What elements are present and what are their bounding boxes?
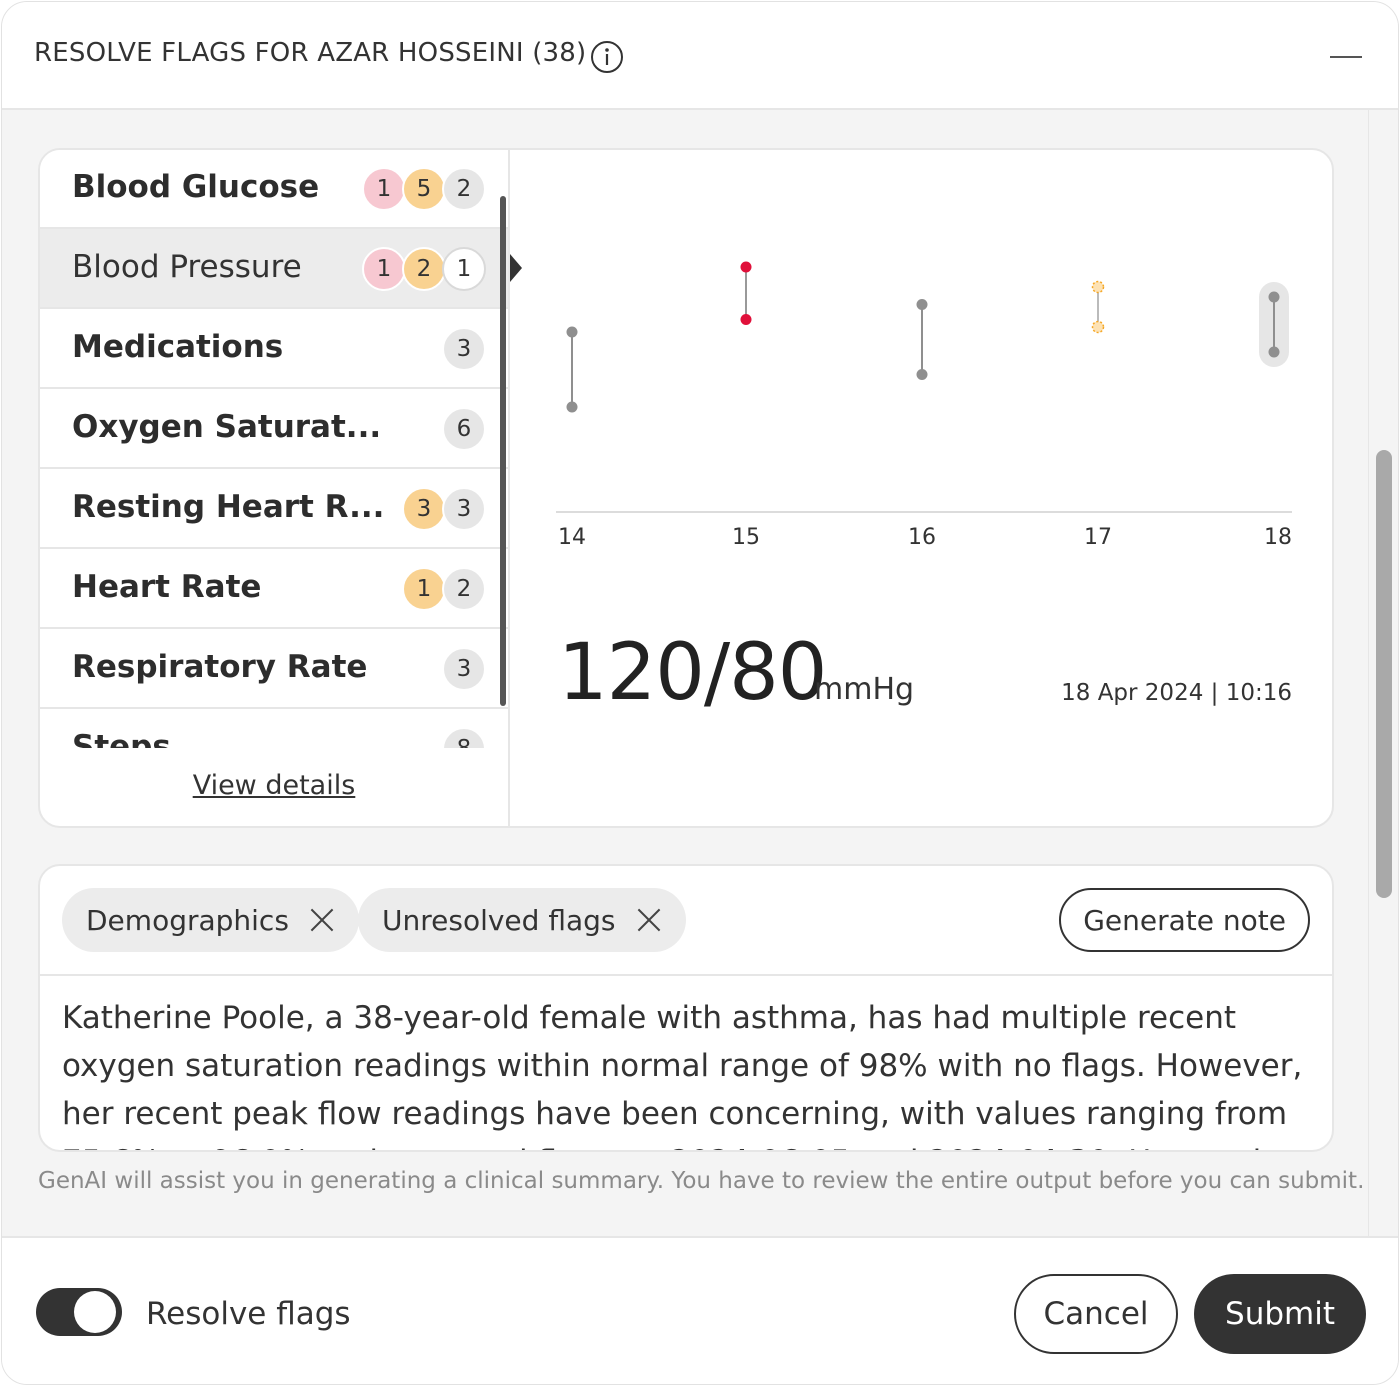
flag-count-badge: 3: [442, 647, 486, 691]
range-high-point: [1268, 291, 1280, 303]
note-card: Demographics Unresolved flags Generate n…: [38, 864, 1334, 1152]
selection-pointer: [510, 254, 522, 282]
flag-list-item[interactable]: Resting Heart R... 3 3: [40, 469, 508, 549]
flag-list-item-label: Respiratory Rate: [72, 649, 368, 685]
flag-list-item-label: Medications: [72, 329, 284, 365]
flag-list-item-label: Blood Glucose: [72, 169, 320, 205]
range-low-point: [566, 401, 578, 413]
submit-button[interactable]: Submit: [1194, 1274, 1366, 1354]
range-low-point: [1091, 320, 1105, 334]
flags-card: Blood Glucose 2 5 1 Blood Pressure 1 2 1 Medicat…: [38, 148, 1334, 828]
resolve-flags-label: Resolve flags: [146, 1296, 351, 1332]
flag-list-item[interactable]: Oxygen Saturat... 6: [40, 389, 508, 469]
generate-note-button[interactable]: Generate note: [1059, 888, 1310, 952]
flag-list-item[interactable]: Respiratory Rate 3: [40, 629, 508, 709]
flag-list-item[interactable]: Blood Pressure 1 2 1: [40, 229, 508, 309]
flag-count-badge: 8: [442, 727, 486, 748]
flag-count-badge: 3: [442, 487, 486, 531]
flag-count-badge: 2: [442, 567, 486, 611]
resolve-flags-toggle[interactable]: [36, 1288, 122, 1336]
x-tick-label: 14: [558, 525, 586, 550]
reading-timestamp: 18 Apr 2024 | 10:16: [1061, 680, 1292, 706]
flag-count-badge: 1: [442, 247, 486, 291]
flag-list-item[interactable]: Heart Rate 2 1: [40, 549, 508, 629]
flag-list-item-label: Steps: [72, 729, 171, 748]
genai-disclaimer: GenAI will assist you in generating a cl…: [38, 1168, 1365, 1194]
flag-list-item[interactable]: Blood Glucose 2 5 1: [40, 150, 508, 229]
info-icon[interactable]: [590, 40, 624, 74]
flag-list-scrollbar[interactable]: [500, 196, 506, 706]
flag-count-badge: 3: [402, 487, 446, 531]
range-high-point: [1091, 280, 1105, 294]
clinical-note-text[interactable]: Katherine Poole, a 38-year-old female wi…: [62, 1000, 1303, 1150]
chip-unresolved-flags[interactable]: Unresolved flags: [358, 888, 686, 952]
flag-count-badge: 3: [442, 327, 486, 371]
range-low-point: [1268, 346, 1280, 358]
x-tick-label: 18: [1264, 525, 1292, 550]
close-icon[interactable]: [636, 907, 662, 933]
flag-list-item[interactable]: Steps 8: [40, 709, 508, 748]
reading-value: 120/80: [558, 628, 827, 718]
flag-list-viewport[interactable]: Blood Glucose 2 5 1 Blood Pressure 1 2 1 Medicat…: [40, 150, 508, 748]
dialog-scrollbar-track[interactable]: [1368, 110, 1398, 1236]
range-chart-svg: 14 15 16 17 18: [556, 261, 1292, 550]
blood-pressure-chart: 14 15 16 17 18 120/80 mmHg 18 Apr 2024 | 10:…: [510, 150, 1332, 826]
flag-count-badge: 2: [402, 247, 446, 291]
minimize-icon[interactable]: [1330, 56, 1362, 58]
flag-count-badges: 3: [442, 327, 486, 371]
note-filters: Demographics Unresolved flags Generate n…: [40, 866, 1332, 976]
range-high-point: [916, 299, 928, 310]
chip-demographics[interactable]: Demographics: [62, 888, 359, 952]
flag-category-list: Blood Glucose 2 5 1 Blood Pressure 1 2 1 Medicat…: [40, 150, 510, 826]
range-low-point: [740, 314, 752, 325]
toggle-knob: [74, 1291, 116, 1333]
chip-label: Unresolved flags: [382, 903, 616, 937]
flag-count-badge: 2: [442, 167, 486, 211]
dialog-footer: Resolve flags Cancel Submit: [2, 1236, 1398, 1384]
flag-list-item-label: Oxygen Saturat...: [72, 409, 382, 445]
flag-count-badges: 3: [442, 647, 486, 691]
range-high-point: [566, 326, 578, 338]
flag-count-badges: 8: [442, 727, 486, 748]
dialog-title: RESOLVE FLAGS FOR AZAR HOSSEINI (38): [34, 38, 587, 68]
flag-count-badge: 1: [402, 567, 446, 611]
flag-count-badge: 1: [362, 167, 406, 211]
view-details-link[interactable]: View details: [192, 770, 356, 801]
reading-unit: mmHg: [814, 672, 915, 707]
dialog-header: RESOLVE FLAGS FOR AZAR HOSSEINI (38): [2, 2, 1398, 110]
x-tick-label: 17: [1084, 525, 1112, 550]
cancel-button[interactable]: Cancel: [1014, 1274, 1178, 1354]
flag-count-badge: 6: [442, 407, 486, 451]
range-low-point: [916, 369, 928, 380]
close-icon[interactable]: [309, 907, 335, 933]
flag-count-badge: 1: [362, 247, 406, 291]
x-tick-label: 16: [908, 525, 936, 550]
flag-list-item-label: Resting Heart R...: [72, 489, 385, 525]
flag-count-badges: 6: [442, 407, 486, 451]
range-high-point: [740, 261, 752, 273]
x-tick-label: 15: [732, 525, 760, 550]
flag-list-item[interactable]: Medications 3: [40, 309, 508, 389]
flag-list-item-label: Blood Pressure: [72, 249, 302, 285]
dialog-scrollbar-thumb[interactable]: [1376, 450, 1392, 898]
flag-list-item-label: Heart Rate: [72, 569, 262, 605]
chip-label: Demographics: [86, 903, 289, 937]
flag-count-badge: 5: [402, 167, 446, 211]
